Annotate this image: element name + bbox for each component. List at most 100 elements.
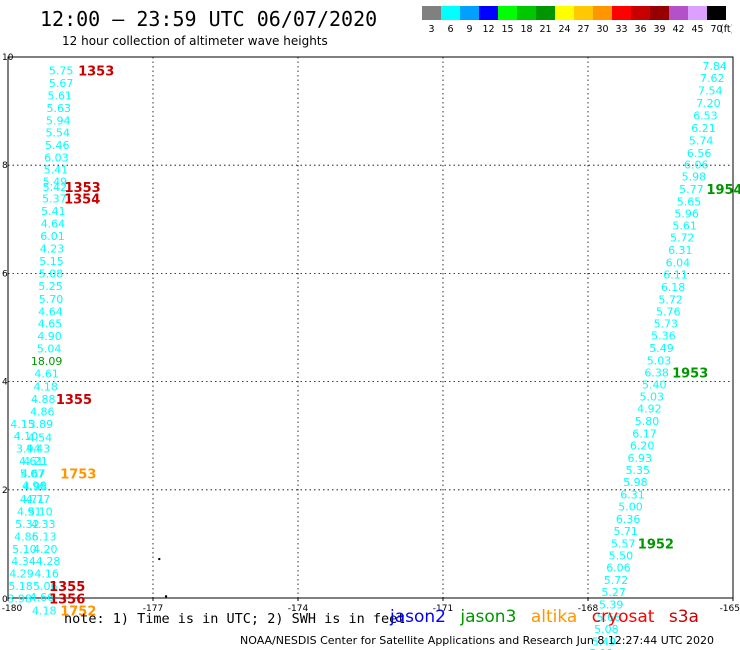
swh-value: 7.20 — [696, 97, 721, 110]
legend-label: 27 — [577, 24, 589, 35]
swh-value: 6.04 — [666, 257, 691, 270]
swh-value: 4.91 — [17, 505, 42, 518]
legend-swatch — [517, 6, 536, 20]
swh-value: 5.36 — [651, 330, 676, 343]
swh-value: 5.03 — [640, 391, 665, 404]
track-marker — [158, 557, 161, 561]
swh-value: 4.34 — [11, 555, 36, 568]
y-tick-label: 8 — [2, 161, 8, 171]
swh-value: 4.96 — [22, 479, 47, 492]
swh-value: 5.03 — [647, 355, 672, 368]
legend-swatch — [631, 6, 650, 20]
swh-value: 4.10 — [14, 430, 39, 443]
satellite-cryosat: cryosat — [591, 607, 655, 627]
swh-value: 5.73 — [654, 318, 679, 331]
swh-value: 4.18 — [32, 604, 57, 617]
swh-value: 5.06 — [33, 580, 58, 593]
swh-value: 4.66 — [30, 591, 55, 604]
swh-value: 4.64 — [38, 305, 63, 318]
legend-swatch — [536, 6, 555, 20]
time-label: 1952 — [638, 537, 674, 552]
time-label: 1354 — [64, 193, 100, 208]
legend-swatch — [555, 6, 574, 20]
y-tick-label: 6 — [2, 269, 8, 279]
swh-value: 5.27 — [601, 586, 626, 599]
swh-value: 5.10 — [12, 543, 37, 556]
swh-value: 5.41 — [44, 164, 69, 177]
legend-swatch — [612, 6, 631, 20]
swh-value: 4.77 — [26, 493, 51, 506]
legend-label: 36 — [634, 24, 646, 35]
swh-value: 4.86 — [30, 405, 55, 418]
legend-swatch — [593, 6, 612, 20]
swh-value: 7.62 — [700, 72, 725, 85]
x-tick-label: -174 — [288, 604, 309, 614]
swh-value: 6.93 — [627, 452, 652, 465]
swh-value: 5.57 — [611, 537, 636, 550]
swh-value: 6.18 — [661, 281, 686, 294]
swh-value: 5.61 — [47, 89, 72, 102]
swh-value: 4.61 — [34, 367, 59, 380]
swh-value: 5.66 — [597, 611, 622, 624]
legend-label: 21 — [539, 24, 551, 35]
swh-value: 4.54 — [28, 431, 53, 444]
swh-value: 4.65 — [38, 318, 63, 331]
swh-value: 6.31 — [620, 489, 645, 502]
swh-value: 4.33 — [31, 518, 56, 531]
swh-value: 5.98 — [623, 476, 648, 489]
legend-swatch — [650, 6, 669, 20]
y-tick-label: 2 — [2, 486, 8, 496]
x-tick-label: -180 — [2, 604, 23, 614]
swh-value: 4.86 — [14, 530, 39, 543]
x-tick-label: -177 — [143, 604, 163, 614]
swh-value: 5.37 — [42, 193, 67, 206]
satellite-jason3: jason3 — [460, 607, 517, 627]
swh-value: 5.63 — [47, 102, 72, 115]
legend-swatch — [669, 6, 688, 20]
swh-value: 7.54 — [698, 85, 723, 98]
swh-value: 6.11 — [663, 268, 688, 281]
legend-swatch — [441, 6, 460, 20]
swh-value: 4.16 — [34, 568, 59, 581]
legend-label: 45 — [691, 24, 703, 35]
swh-value: 4.23 — [40, 243, 65, 256]
swh-value: 5.70 — [39, 293, 64, 306]
swh-value: 6.01 — [40, 230, 65, 243]
swh-value: 5.32 — [15, 518, 40, 531]
legend-label: 9 — [466, 24, 472, 35]
legend-swatch — [479, 6, 498, 20]
satellite-legend: jason2 jason3 altika cryosat s3a — [390, 607, 708, 627]
swh-value: 5.46 — [45, 139, 70, 152]
time-label: 1355 — [56, 393, 92, 408]
swh-value: 6.31 — [668, 244, 693, 257]
swh-value: 6.36 — [616, 513, 641, 526]
swh-value: 5.49 — [649, 342, 674, 355]
y-tick-label: 10 — [2, 53, 14, 63]
legend-swatch — [574, 6, 593, 20]
swh-value: 4.61 — [19, 455, 44, 468]
swh-value: 5.13 — [32, 530, 57, 543]
swh-value: 5.72 — [670, 232, 695, 245]
swh-value: 5.00 — [618, 501, 643, 514]
swh-value: 5.40 — [642, 378, 667, 391]
swh-value: 7.84 — [702, 60, 727, 73]
swh-value: 6.38 — [644, 366, 669, 379]
swh-value: 5.10 — [28, 505, 53, 518]
page-subtitle: 12 hour collection of altimeter wave hei… — [62, 34, 328, 48]
time-label: 1355 — [49, 580, 85, 595]
swh-value: 3.89 — [29, 418, 54, 431]
y-tick-label: 4 — [2, 378, 8, 388]
swh-value: 5.49 — [43, 175, 68, 188]
time-label: 1353 — [65, 181, 101, 196]
legend-label: 3 — [428, 24, 434, 35]
swh-value: 6.53 — [693, 109, 718, 122]
satellite-jason2: jason2 — [390, 607, 446, 627]
swh-value: 4.43 — [26, 443, 51, 456]
swh-points: 5.755.675.615.635.945.545.466.035.415.49… — [7, 60, 727, 650]
swh-value: 3.94 — [16, 443, 41, 456]
units-note: note: 1) Time is in UTC; 2) SWH is in fe… — [64, 611, 406, 627]
time-label: 1953 — [672, 366, 708, 381]
x-tick-label: -168 — [578, 604, 599, 614]
